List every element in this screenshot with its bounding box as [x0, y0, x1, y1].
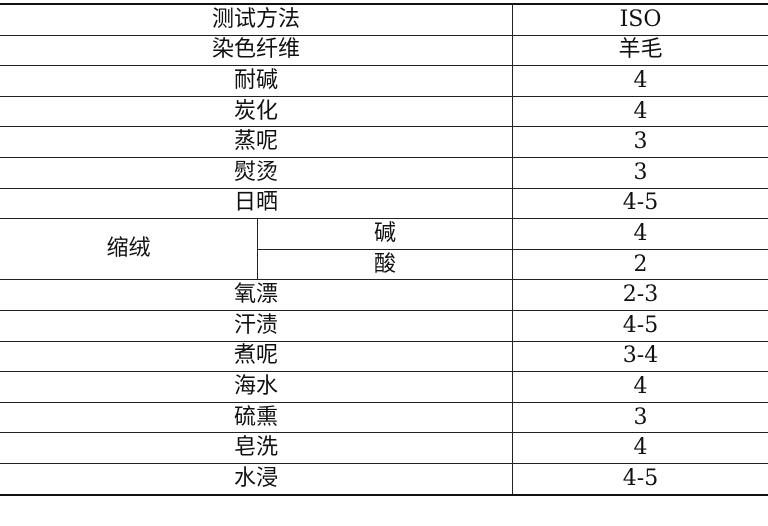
table-row: 海水 4 [0, 371, 768, 403]
row-value: 3 [512, 401, 768, 434]
header-standard: ISO [512, 2, 768, 36]
table-row: 皂洗 4 [0, 432, 768, 464]
row-value: 4 [512, 371, 768, 403]
table-row: 熨烫 3 [0, 156, 768, 189]
row-value: 3 [512, 126, 768, 158]
table-row: 缩绒 碱 4 [0, 218, 768, 281]
row-value: 4 [512, 65, 768, 97]
sub-label: 碱 [257, 218, 513, 250]
row-label: 染色纤维 [0, 34, 513, 67]
row-label: 蒸呢 [0, 126, 513, 158]
table-row: 染色纤维 羊毛 [0, 34, 768, 67]
row-label: 皂洗 [0, 432, 513, 464]
row-value: 2-3 [512, 279, 768, 311]
table-row: 酸 2 [0, 248, 768, 281]
table-row: 汗渍 4-5 [0, 309, 768, 342]
row-value: 羊毛 [512, 34, 768, 67]
row-value: 4-5 [512, 187, 768, 220]
row-label: 煮呢 [0, 340, 513, 373]
row-label: 汗渍 [0, 309, 513, 342]
row-label: 熨烫 [0, 156, 513, 189]
table-row: 耐碱 4 [0, 65, 768, 97]
row-label: 炭化 [0, 95, 513, 128]
row-label: 水浸 [0, 462, 513, 496]
row-label: 耐碱 [0, 65, 513, 97]
row-value: 4 [512, 95, 768, 128]
table-row: 蒸呢 3 [0, 126, 768, 158]
row-value: 4-5 [512, 309, 768, 342]
table-row: 炭化 4 [0, 95, 768, 128]
table-row: 煮呢 3-4 [0, 340, 768, 373]
header-method: 测试方法 [0, 2, 513, 36]
row-label: 日晒 [0, 187, 513, 220]
table-row: 氧漂 2-3 [0, 279, 768, 311]
row-label: 硫熏 [0, 401, 513, 434]
row-value: 3-4 [512, 340, 768, 373]
row-label: 氧漂 [0, 279, 513, 311]
row-value: 3 [512, 156, 768, 189]
row-label: 海水 [0, 371, 513, 403]
table-row: 硫熏 3 [0, 401, 768, 434]
table-row: 水浸 4-5 [0, 462, 768, 496]
row-value: 2 [512, 248, 768, 281]
fastness-table: 测试方法 ISO 染色纤维 羊毛 耐碱 4 炭化 4 蒸呢 3 熨烫 3 日晒 4-5 缩… [0, 2, 768, 496]
row-value: 4-5 [512, 462, 768, 496]
felting-label: 缩绒 [0, 218, 258, 281]
row-value: 4 [512, 218, 768, 250]
sub-label: 酸 [257, 248, 513, 281]
table-row: 日晒 4-5 [0, 187, 768, 220]
row-value: 4 [512, 432, 768, 464]
table-header-row: 测试方法 ISO [0, 2, 768, 36]
